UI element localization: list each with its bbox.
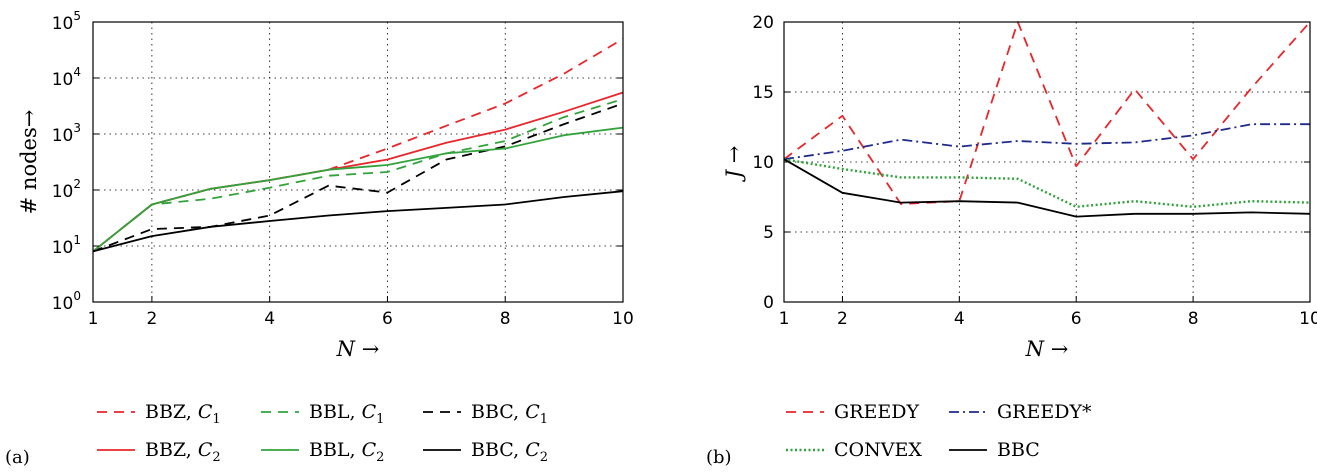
x-ticks-b: 1 2 4 6 8 10 bbox=[779, 296, 1317, 329]
y-tick-label: 104 bbox=[52, 65, 81, 90]
x-tick-label: 10 bbox=[1299, 309, 1317, 329]
x-tick-label: 6 bbox=[382, 309, 393, 329]
y-tick-label: 103 bbox=[52, 121, 81, 146]
panel-label-a: (a) bbox=[5, 447, 30, 468]
y-tick-label: 105 bbox=[52, 9, 81, 34]
x-ticks-a: 1 2 4 6 8 10 bbox=[88, 296, 634, 329]
legend-label: BBL, C1 bbox=[309, 401, 384, 427]
x-tick-label: 4 bbox=[954, 309, 965, 329]
plot-frame-b bbox=[783, 21, 1311, 303]
y-tick-label: 20 bbox=[752, 13, 774, 33]
legend-entry: BBC bbox=[949, 439, 1040, 461]
x-tick-label: 4 bbox=[264, 309, 275, 329]
series-group-b bbox=[783, 21, 1311, 218]
x-tick-label: 6 bbox=[1071, 309, 1082, 329]
x-tick-label: 2 bbox=[837, 309, 848, 329]
legend-entry: CONVEX bbox=[786, 439, 922, 461]
grid-b bbox=[784, 22, 1310, 302]
plot-frame-a bbox=[92, 21, 624, 303]
series-line-bbz-c1 bbox=[92, 38, 624, 253]
legend-label: BBZ, C1 bbox=[145, 401, 221, 427]
y-tick-label: 15 bbox=[752, 83, 774, 103]
legend-entry: GREEDY* bbox=[949, 401, 1092, 423]
y-ticks-b: 0 5 10 15 20 bbox=[752, 13, 1310, 313]
legend-entry: GREEDY bbox=[786, 401, 919, 423]
legend-entry: BBL, C2 bbox=[261, 439, 384, 465]
series-line-greedy bbox=[783, 21, 1311, 205]
legend-label: BBC, C1 bbox=[471, 401, 548, 427]
chart-b: 1 2 4 6 8 10 0 5 10 15 20 N → J → GREEDY GREEDY* CO… bbox=[706, 13, 1317, 468]
grid-a bbox=[93, 22, 623, 302]
legend-label: GREEDY bbox=[834, 401, 919, 423]
series-line-bbc-c1 bbox=[92, 102, 624, 253]
y-tick-label: 101 bbox=[52, 233, 81, 258]
legend-label: CONVEX bbox=[834, 439, 922, 461]
legend-label: BBC bbox=[997, 439, 1040, 461]
x-tick-label: 1 bbox=[88, 309, 99, 329]
legend-label: GREEDY* bbox=[997, 401, 1092, 423]
legend-entry: BBC, C1 bbox=[423, 401, 548, 427]
y-axis-label-a: # nodes→ bbox=[17, 110, 41, 215]
x-tick-label: 2 bbox=[146, 309, 157, 329]
legend-a: BBZ, C1 BBL, C1 BBC, C1 BBZ, C2 BBL, C2 BBC, … bbox=[97, 401, 548, 465]
legend-entry: BBZ, C1 bbox=[97, 401, 221, 427]
legend-label: BBZ, C2 bbox=[145, 439, 221, 465]
legend-label: BBL, C2 bbox=[309, 439, 384, 465]
series-line-bbz-c2 bbox=[92, 91, 624, 253]
series-line-bbl-c2 bbox=[92, 126, 624, 253]
series-line-bbc bbox=[783, 158, 1311, 218]
y-tick-label: 5 bbox=[763, 223, 774, 243]
y-ticks-a: 100 101 102 103 104 105 bbox=[52, 9, 623, 314]
legend-b: GREEDY GREEDY* CONVEX BBC bbox=[786, 401, 1092, 461]
legend-entry: BBZ, C2 bbox=[97, 439, 221, 465]
x-tick-label: 10 bbox=[612, 309, 634, 329]
y-tick-label: 0 bbox=[763, 293, 774, 313]
series-group-a bbox=[92, 38, 624, 253]
y-tick-label: 10 bbox=[752, 153, 774, 173]
y-axis-label-b: J → bbox=[722, 146, 746, 183]
series-line-greedystar bbox=[783, 123, 1310, 161]
series-line-bbc-c2 bbox=[92, 190, 624, 253]
legend-entry: BBC, C2 bbox=[423, 439, 548, 465]
x-tick-label: 8 bbox=[1188, 309, 1199, 329]
legend-label: BBC, C2 bbox=[471, 439, 548, 465]
x-axis-label-a: N → bbox=[336, 337, 380, 361]
legend-entry: BBL, C1 bbox=[261, 401, 384, 427]
y-tick-label: 100 bbox=[52, 289, 81, 314]
x-axis-label-b: N → bbox=[1025, 337, 1069, 361]
panel-label-b: (b) bbox=[706, 447, 732, 468]
series-line-bbl-c1 bbox=[92, 98, 624, 253]
x-tick-label: 8 bbox=[500, 309, 511, 329]
x-tick-label: 1 bbox=[779, 309, 790, 329]
y-tick-label: 102 bbox=[52, 177, 81, 202]
series-line-convex bbox=[783, 158, 1311, 209]
